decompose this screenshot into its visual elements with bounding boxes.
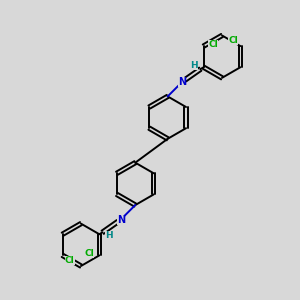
Text: Cl: Cl <box>228 36 238 45</box>
Text: H: H <box>190 61 198 70</box>
Text: N: N <box>117 214 125 225</box>
Text: Cl: Cl <box>65 256 75 265</box>
Text: N: N <box>178 77 186 87</box>
Text: Cl: Cl <box>208 40 218 49</box>
Text: Cl: Cl <box>84 249 94 258</box>
Text: H: H <box>105 231 113 240</box>
